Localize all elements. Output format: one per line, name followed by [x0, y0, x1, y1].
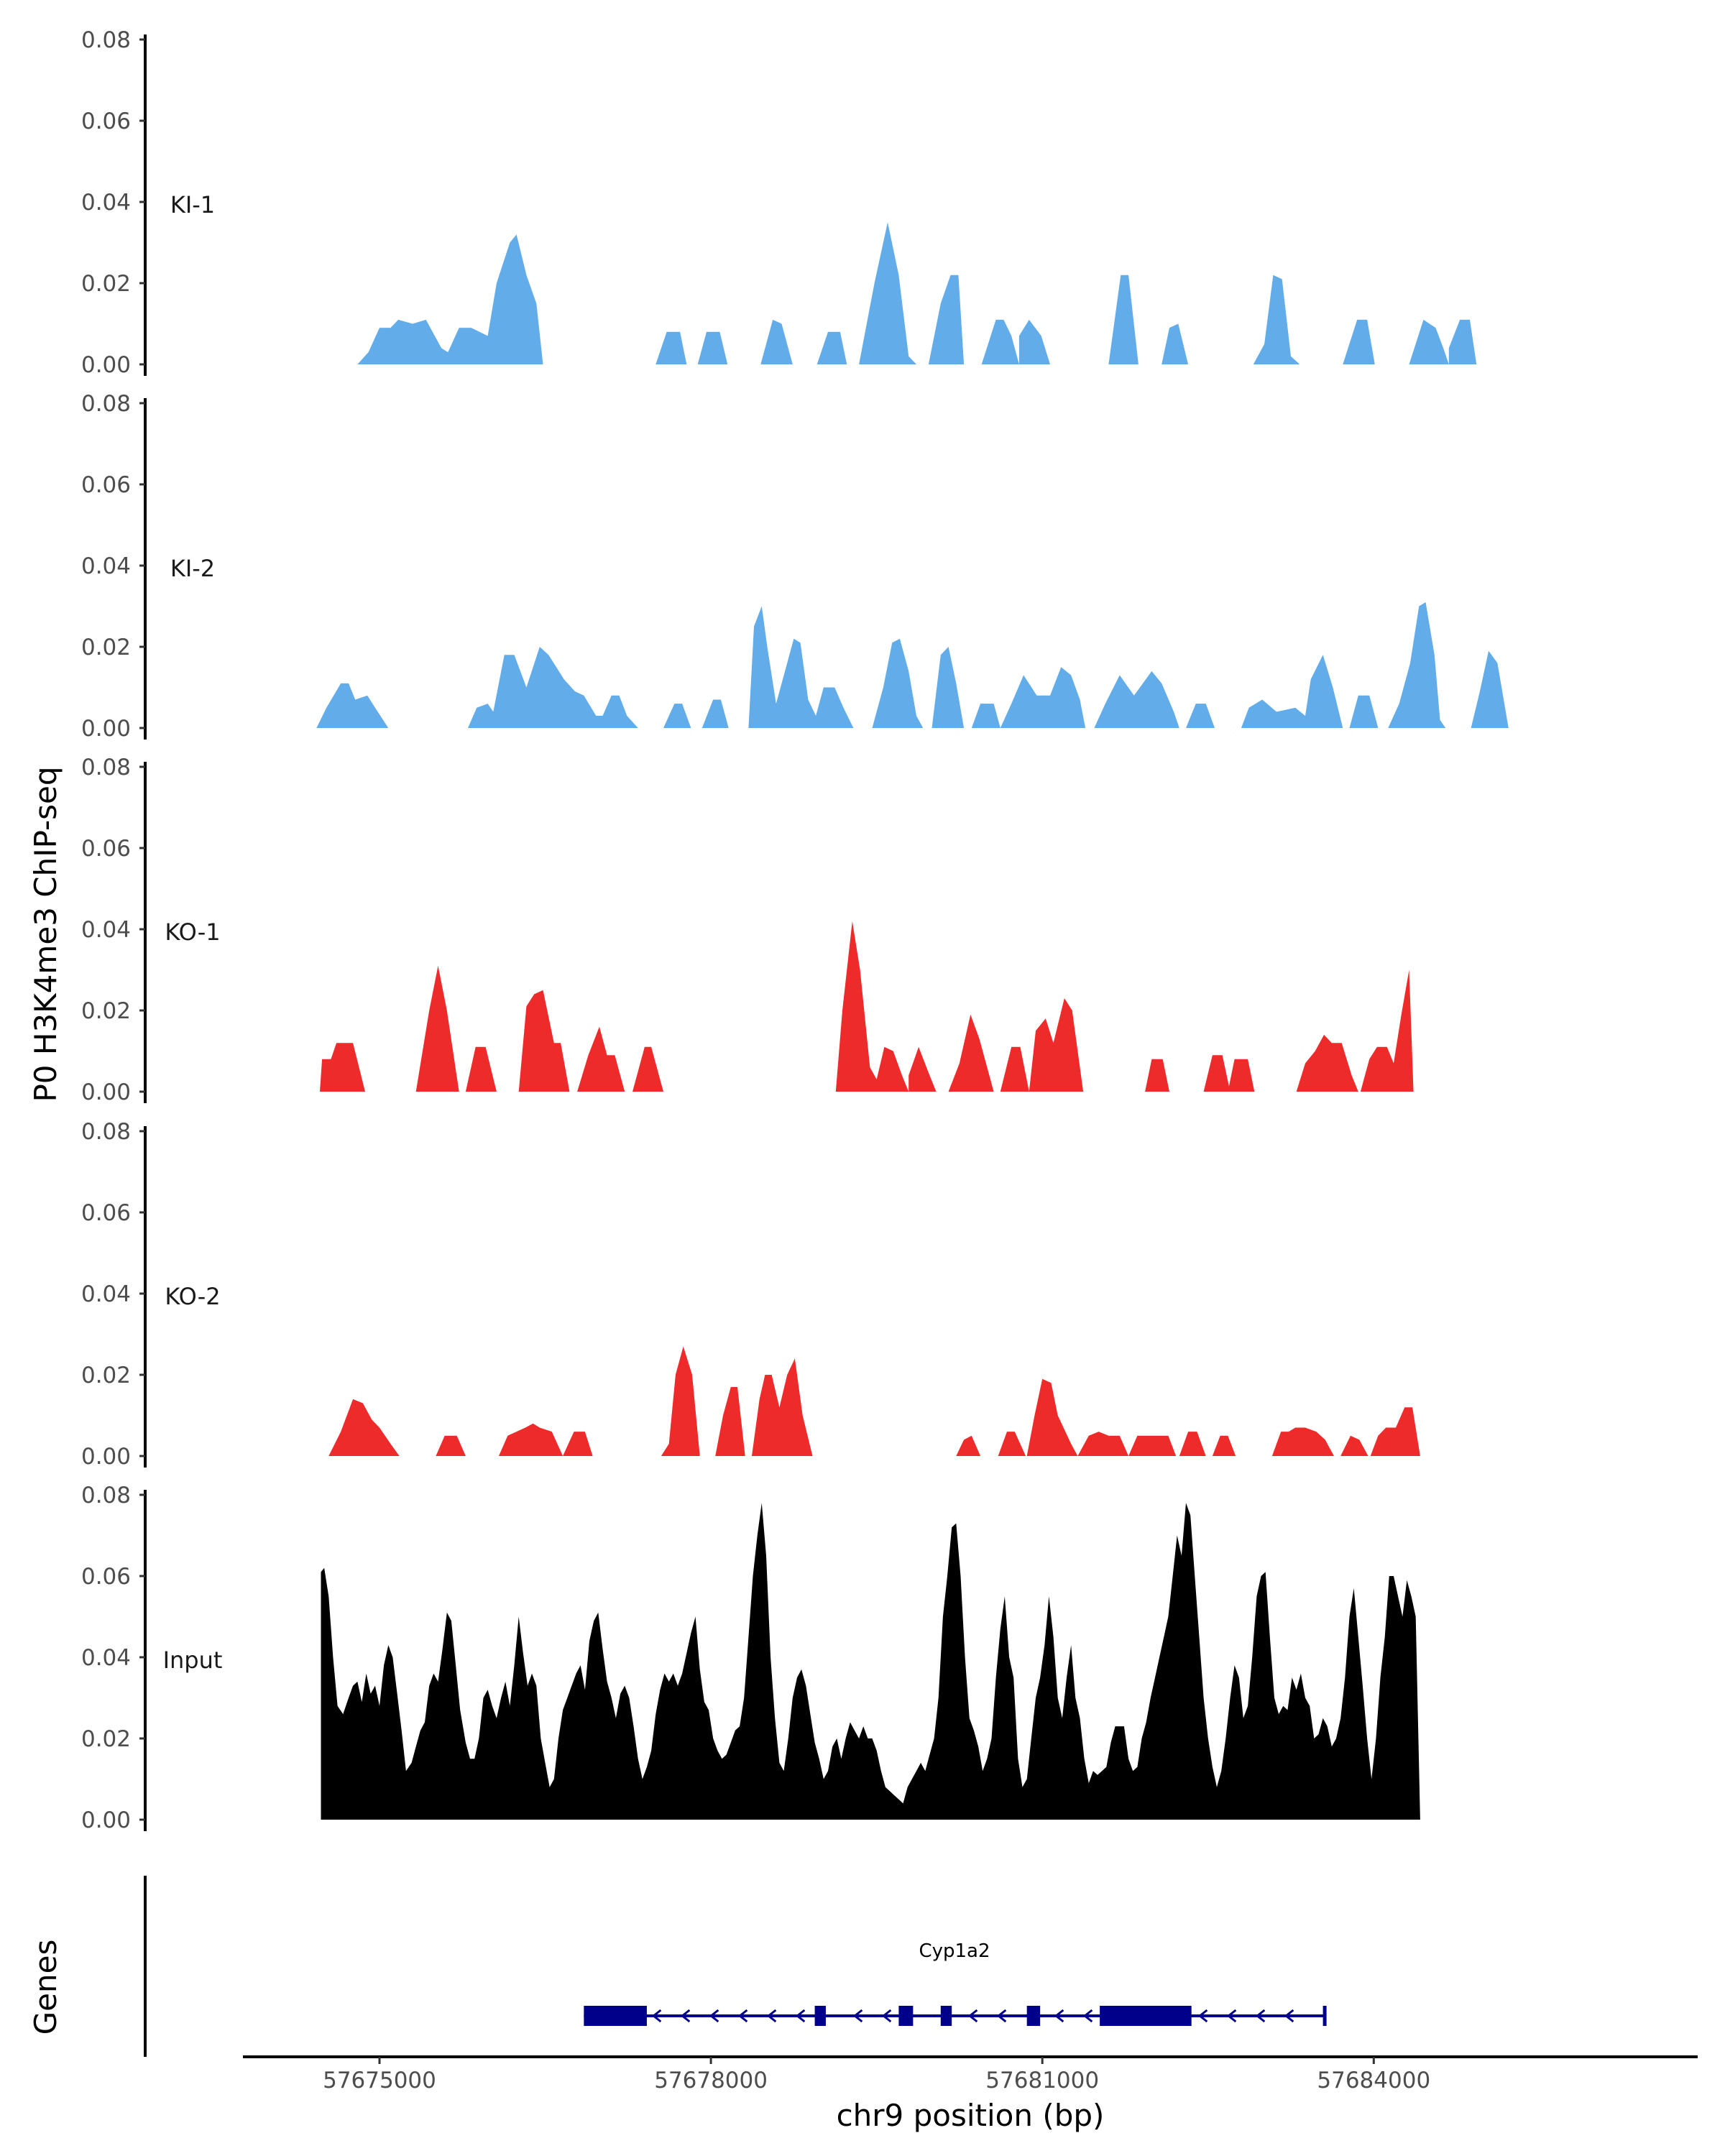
signal-area-ki-2	[316, 602, 1509, 728]
y-tick-label: 0.00	[81, 1079, 131, 1105]
gene-exon	[1026, 2006, 1041, 2026]
signal-area-ko-1	[320, 921, 1414, 1092]
gene-exon	[940, 2006, 952, 2026]
y-tick-label: 0.06	[81, 1200, 131, 1226]
track-ko-1: 0.00 0.02 0.04 0.06 0.08 KO-1	[81, 755, 1414, 1105]
y-tick-label: 0.08	[81, 755, 131, 780]
y-tick-label: 0.08	[81, 1119, 131, 1145]
gene-exon	[814, 2006, 826, 2026]
y-tick-label: 0.00	[81, 716, 131, 742]
track-label: Input	[163, 1646, 223, 1674]
x-tick-label: 57675000	[323, 2068, 436, 2093]
track-label: KO-2	[165, 1283, 220, 1310]
strand-arrow	[680, 2009, 691, 2023]
y-tick-label: 0.02	[81, 635, 131, 660]
strand-arrow	[651, 2009, 662, 2023]
strand-arrow	[1226, 2009, 1237, 2023]
y-tick-label: 0.02	[81, 998, 131, 1024]
signal-area-input	[321, 1503, 1426, 1820]
track-input: 0.00 0.02 0.04 0.06 0.08 Input	[81, 1483, 1426, 1833]
y-tick-label: 0.06	[81, 109, 131, 134]
gene-exon	[1100, 2006, 1192, 2026]
y-tick-label: 0.02	[81, 271, 131, 297]
track-label: KI-2	[170, 555, 215, 582]
strand-arrow	[967, 2009, 978, 2023]
signal-area-ko-2	[328, 1346, 1420, 1456]
track-label: KI-1	[170, 191, 215, 218]
strand-arrow	[737, 2009, 748, 2023]
strand-arrow	[1284, 2009, 1294, 2023]
y-tick-label: 0.06	[81, 836, 131, 862]
y-tick-label: 0.08	[81, 391, 131, 417]
y-tick-label: 0.04	[81, 190, 131, 216]
gene-name-label: Cyp1a2	[919, 1940, 990, 1962]
track-ko-2: 0.00 0.02 0.04 0.06 0.08 KO-2	[81, 1119, 1420, 1470]
strand-arrow	[1197, 2009, 1208, 2023]
tracks-layer: 0.00 0.02 0.04 0.06 0.08 KI-1 0.00 0.02 0.04 0.06…	[81, 27, 1509, 1833]
track-label: KO-1	[165, 918, 220, 946]
gene-exon	[898, 2006, 914, 2026]
x-axis-title: chr9 position (bp)	[837, 2098, 1105, 2133]
y-tick-label: 0.04	[81, 917, 131, 943]
track-ki-1: 0.00 0.02 0.04 0.06 0.08 KI-1	[81, 27, 1477, 378]
y-tick-label: 0.08	[81, 1483, 131, 1508]
y-tick-label: 0.00	[81, 1444, 131, 1470]
gene-exon	[584, 2006, 647, 2026]
y-tick-label: 0.00	[81, 1807, 131, 1833]
track-ki-2: 0.00 0.02 0.04 0.06 0.08 KI-2	[81, 391, 1509, 742]
y-tick-label: 0.04	[81, 553, 131, 579]
y-axis-title: P0 H3K4me3 ChIP-seq	[28, 766, 63, 1102]
y-tick-label: 0.02	[81, 1363, 131, 1388]
genes-axis-title: Genes	[28, 1940, 63, 2035]
strand-arrow	[1054, 2009, 1064, 2023]
y-tick-label: 0.04	[81, 1281, 131, 1307]
gene-exon	[1322, 2006, 1327, 2026]
strand-arrow	[881, 2009, 892, 2023]
x-tick-label: 57684000	[1317, 2068, 1430, 2093]
strand-arrow	[795, 2009, 806, 2023]
y-tick-label: 0.08	[81, 27, 131, 53]
x-tick-label: 57678000	[654, 2068, 768, 2093]
y-tick-label: 0.02	[81, 1726, 131, 1752]
y-tick-label: 0.00	[81, 352, 131, 378]
y-tick-label: 0.06	[81, 1564, 131, 1590]
strand-arrow	[996, 2009, 1007, 2023]
strand-arrow	[852, 2009, 863, 2023]
genes-panel: Cyp1a2	[144, 1876, 1327, 2057]
y-tick-label: 0.06	[81, 472, 131, 498]
signal-area-ki-1	[357, 222, 1477, 364]
strand-arrow	[709, 2009, 719, 2023]
x-tick-label: 57681000	[985, 2068, 1099, 2093]
strand-arrow	[766, 2009, 777, 2023]
x-axis: 57675000 57678000 57681000 57684000	[243, 2055, 1698, 2093]
y-tick-label: 0.04	[81, 1645, 131, 1671]
strand-arrow	[1255, 2009, 1266, 2023]
strand-arrow	[1082, 2009, 1093, 2023]
